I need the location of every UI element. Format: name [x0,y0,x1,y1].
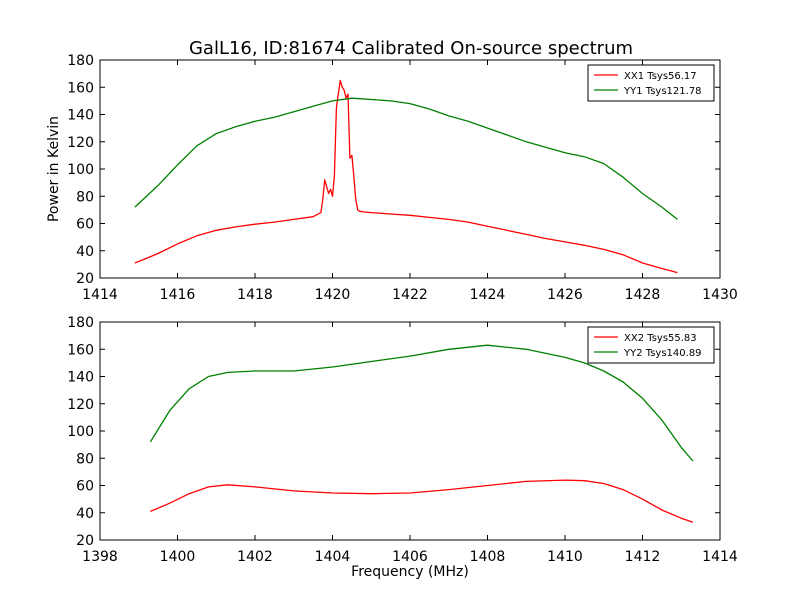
x-tick-label: 1414 [82,287,118,303]
y-tick-label: 120 [67,397,94,413]
y-tick-label: 40 [76,506,94,522]
y-tick-label: 100 [67,162,94,178]
x-tick-label: 1408 [470,549,506,565]
y-tick-label: 120 [67,135,94,151]
y-tick-label: 40 [76,244,94,260]
legend-label: YY2 Tsys140.89 [623,348,702,359]
legend: XX1 Tsys56.17 YY1 Tsys121.78 [587,64,715,102]
x-tick-label: 1412 [625,549,661,565]
y-tick-label: 20 [76,271,94,287]
y-tick-label: 160 [67,342,94,358]
x-tick-label: 1416 [160,287,196,303]
x-tick-label: 1420 [315,287,351,303]
figure-title: GalL16, ID:81674 Calibrated On-source sp… [189,38,633,59]
legend-label: XX1 Tsys56.17 [624,71,697,82]
x-tick-label: 1402 [237,549,273,565]
y-tick-label: 20 [76,533,94,549]
chart-panel-1: 1414 1416 1418 1420 1422 1424 1426 1428 1430 20 40… [46,53,738,303]
x-tick-label: 1418 [237,287,273,303]
x-tick-label: 1400 [160,549,196,565]
legend: XX2 Tsys55.83 YY2 Tsys140.89 [587,326,715,364]
series-line-1-2 [134,97,678,220]
y-tick-label: 80 [76,189,94,205]
x-tick-label: 1410 [547,549,583,565]
x-tick-label: 1424 [470,287,506,303]
y-tick-label: 140 [67,370,94,386]
legend-box [587,64,715,102]
y-tick-label: 160 [67,80,94,96]
y-axis-label: Power in Kelvin [46,116,62,222]
chart-panel-2: 1398 1400 1402 1404 1406 1408 1410 1412 1414 20 40… [67,315,738,580]
panels: 1414 1416 1418 1420 1422 1424 1426 1428 1430 20 40… [46,53,738,580]
x-tick-label: 1398 [82,549,118,565]
y-tick-label: 140 [67,108,94,124]
x-tick-label: 1426 [547,287,583,303]
series-line-2-2 [149,344,694,462]
series-line-1-1 [134,79,678,274]
legend-box [587,326,715,364]
x-tick-label: 1422 [392,287,428,303]
series-line-2-1 [150,479,694,523]
x-tick-label: 1406 [392,549,428,565]
x-tick-label: 1404 [315,549,351,565]
y-tick-label: 180 [67,315,94,331]
y-tick-label: 100 [67,424,94,440]
y-tick-label: 180 [67,53,94,69]
x-tick-label: 1414 [702,549,738,565]
x-axis-label: Frequency (MHz) [351,564,469,580]
y-tick-label: 60 [76,217,94,233]
legend-label: YY1 Tsys121.78 [623,86,702,97]
legend-label: XX2 Tsys55.83 [624,333,697,344]
x-tick-label: 1430 [702,287,738,303]
y-tick-label: 80 [76,451,94,467]
y-tick-label: 60 [76,479,94,495]
x-tick-label: 1428 [625,287,661,303]
